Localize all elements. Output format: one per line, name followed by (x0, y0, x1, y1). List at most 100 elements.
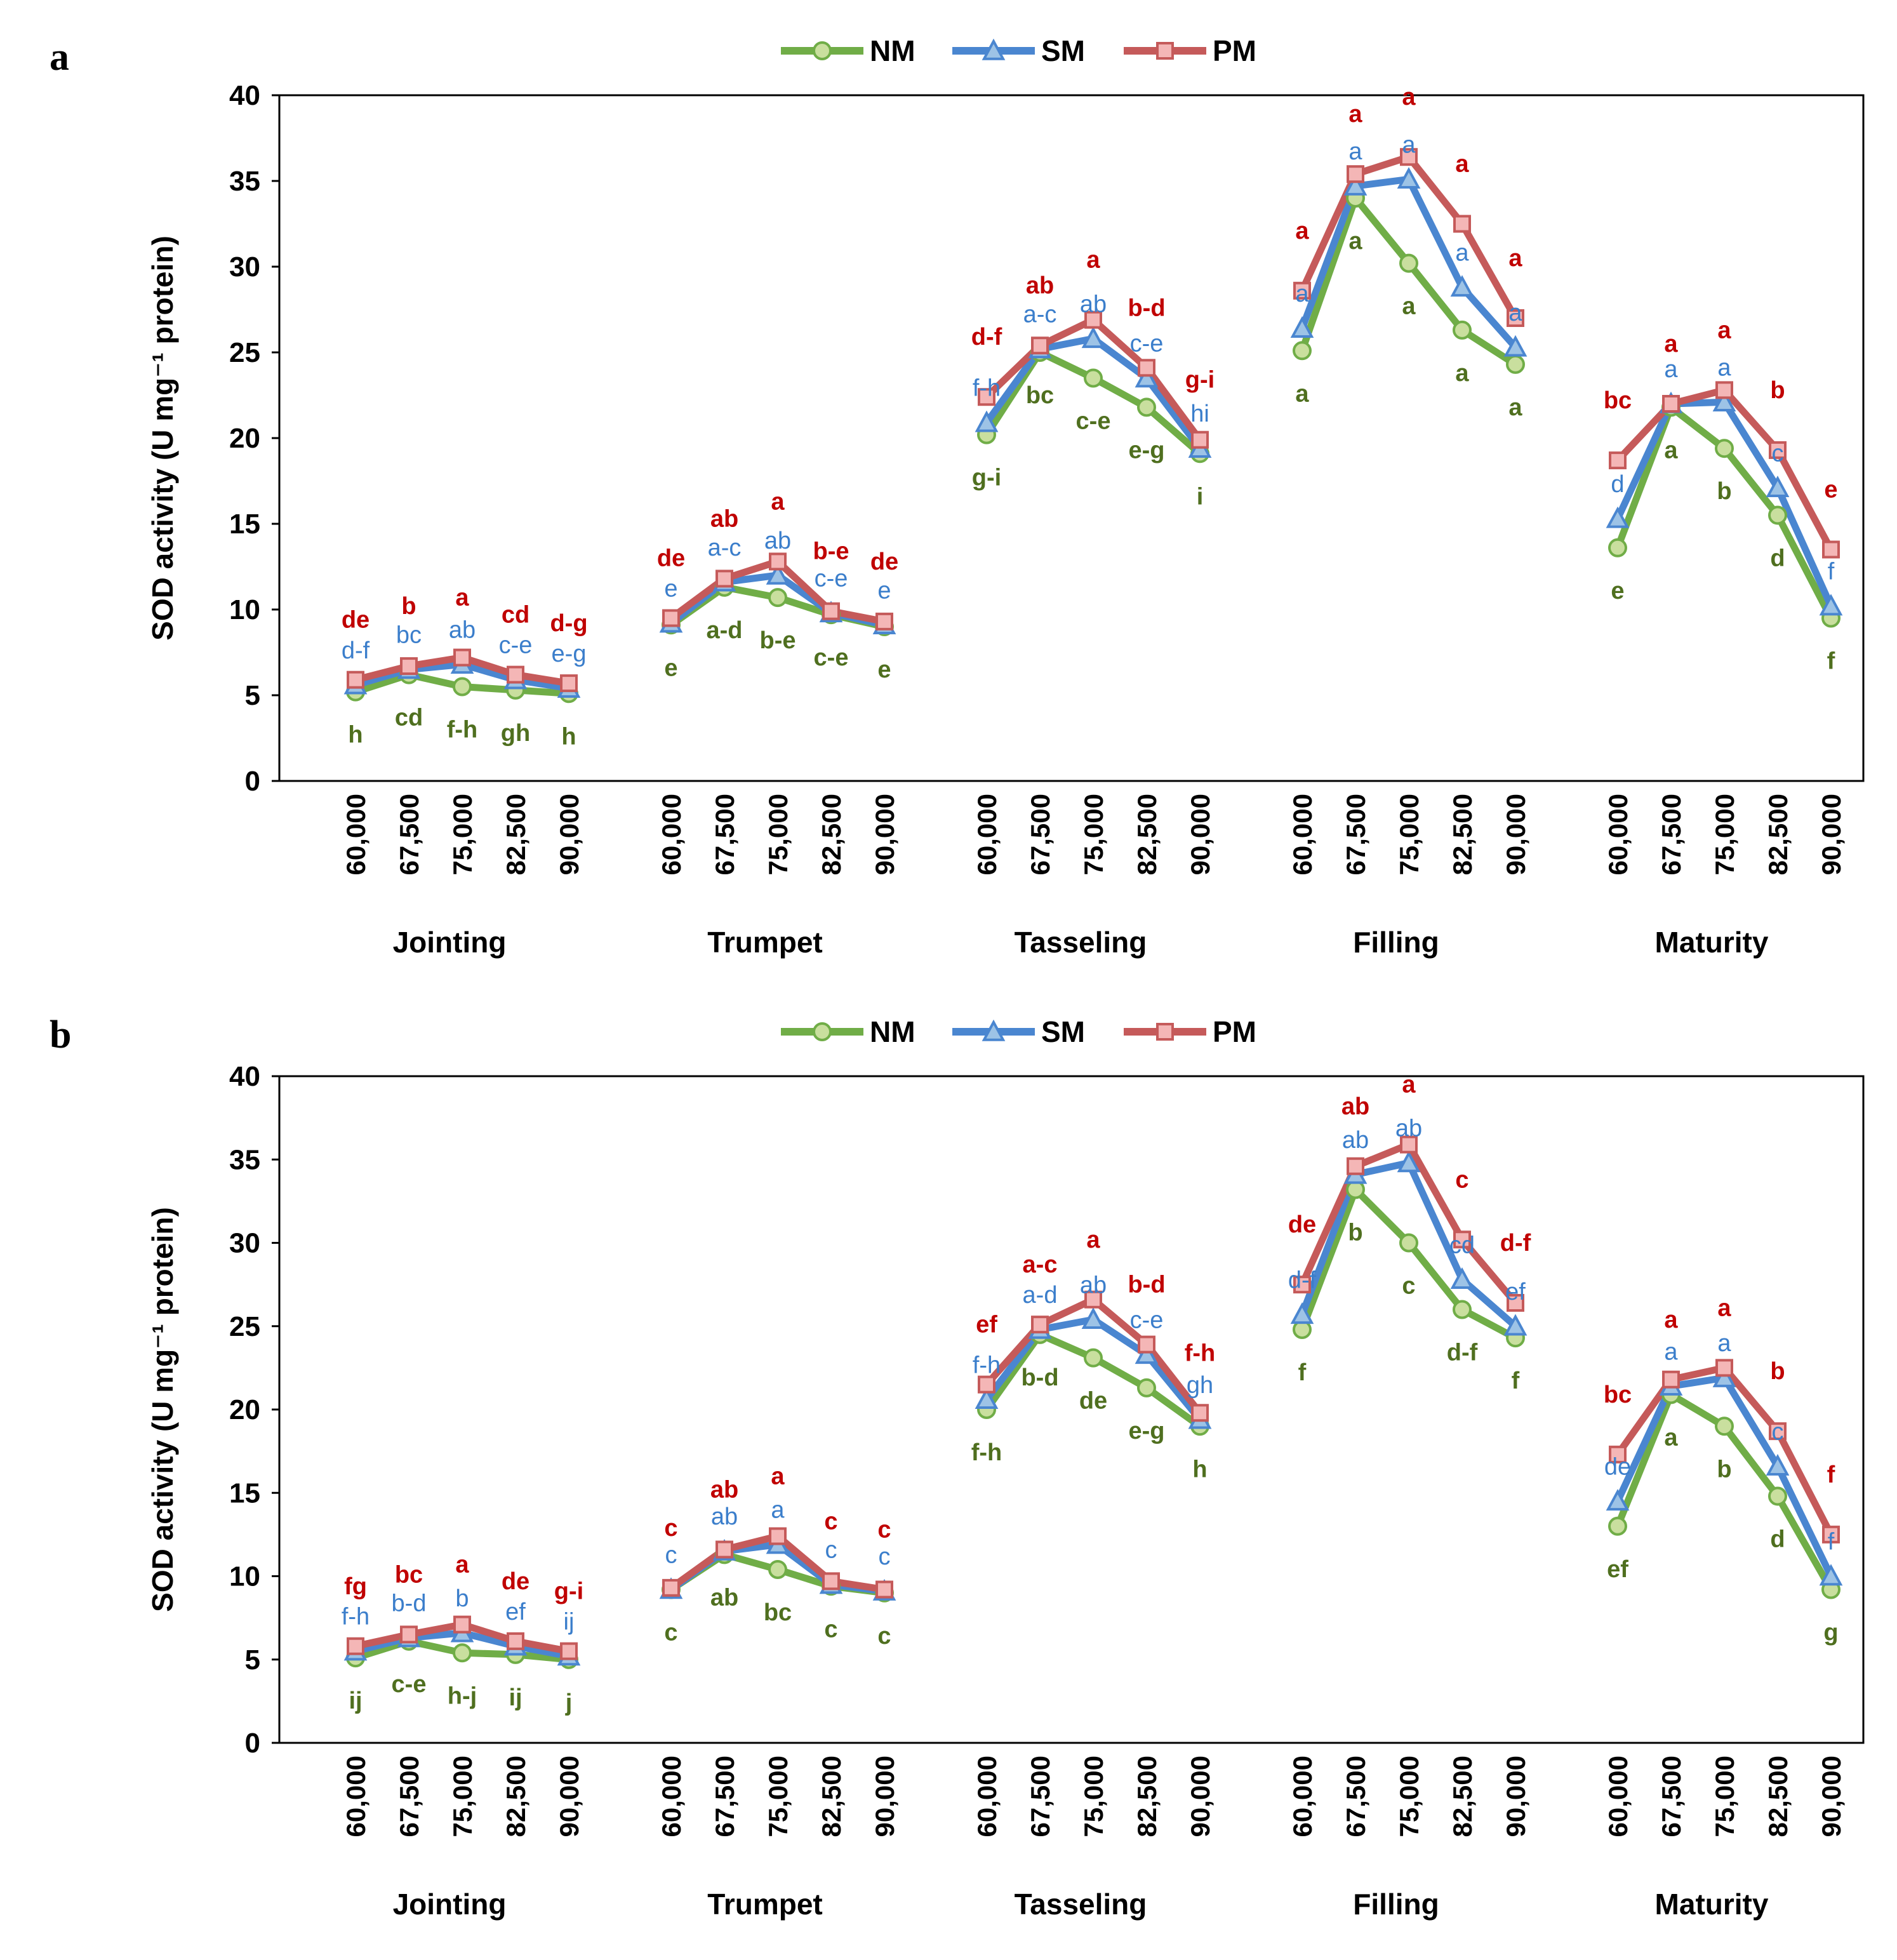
x-tick-label: 60,000 (972, 1756, 1002, 1837)
significance-letter-nm: c (664, 1620, 677, 1646)
data-point-sm (975, 1387, 999, 1409)
data-point-pm (1400, 1135, 1418, 1154)
significance-letter-pm: bc (395, 1561, 423, 1588)
data-point-pm (769, 552, 787, 571)
x-tick-label: 67,500 (1341, 794, 1371, 875)
y-axis-label: SOD activity (U mg⁻¹ protein) (146, 1207, 179, 1612)
significance-letter-pm: a (1664, 1307, 1678, 1333)
significance-letter-sm: gh (1187, 1372, 1213, 1399)
x-tick-label: 82,500 (1763, 1756, 1793, 1837)
data-point-pm (1347, 1157, 1364, 1175)
significance-letter-nm: h-j (448, 1683, 477, 1709)
significance-letter-pm: a (455, 1552, 469, 1578)
data-point-pm (400, 1625, 418, 1644)
x-tick-label: 90,000 (1185, 1756, 1215, 1837)
significance-letter-pm: f-h (1185, 1340, 1216, 1366)
x-tick-label: 90,000 (1185, 794, 1215, 875)
significance-letter-pm: a (1402, 1072, 1416, 1098)
significance-letter-nm: ij (349, 1688, 362, 1714)
stage-label: Maturity (1655, 1888, 1769, 1921)
significance-letter-sm: c (1772, 440, 1784, 467)
x-tick-label: 82,500 (1132, 1756, 1162, 1837)
y-tick-label: 25 (229, 337, 260, 368)
x-tick-label: 67,500 (710, 794, 740, 875)
x-tick-label: 75,000 (763, 794, 793, 875)
significance-letter-sm: ab (449, 617, 476, 643)
significance-letter-pm: de (1288, 1211, 1316, 1238)
data-point-sm (1819, 594, 1843, 616)
significance-letter-nm: e-g (1129, 437, 1165, 463)
y-tick-label: 15 (229, 509, 260, 540)
significance-letter-sm: c-e (1130, 331, 1164, 357)
significance-letter-nm: a-d (707, 617, 743, 644)
legend-label-pm: PM (1213, 34, 1256, 67)
significance-letter-pm: c (877, 1517, 891, 1543)
significance-letter-nm: a (1295, 380, 1309, 407)
stage-label: Filling (1353, 1888, 1439, 1921)
significance-letter-nm: h (348, 722, 363, 749)
significance-letter-nm: b-e (760, 627, 796, 654)
data-point-pm (1822, 1525, 1840, 1543)
data-point-sm (1606, 506, 1630, 528)
data-point-sm (1450, 1267, 1474, 1289)
x-tick-label: 60,000 (341, 1756, 371, 1837)
y-tick-label: 35 (229, 166, 260, 197)
data-point-nm (1399, 1233, 1418, 1253)
x-tick-label: 60,000 (341, 794, 371, 875)
y-tick-label: 40 (229, 1061, 260, 1092)
significance-letter-nm: a (1402, 293, 1416, 320)
significance-letter-pm: a (1717, 1295, 1731, 1321)
x-tick-label: 75,000 (448, 794, 477, 875)
data-point-pm (1822, 540, 1840, 559)
data-point-pm (875, 1580, 893, 1599)
x-tick-label: 90,000 (554, 1756, 584, 1837)
significance-letter-sm: f-h (342, 1604, 369, 1630)
significance-letter-sm: f (1828, 1529, 1835, 1556)
significance-letter-nm: g (1823, 1620, 1838, 1646)
stage-label: Trumpet (707, 1888, 822, 1921)
data-point-pm (822, 602, 840, 620)
panel-letter: a (50, 36, 69, 79)
data-point-pm (978, 388, 995, 406)
data-point-sm (1712, 390, 1736, 412)
significance-letter-pm: g-i (554, 1578, 583, 1605)
significance-letter-sm: a-c (1023, 302, 1057, 328)
significance-letter-sm: d-f (1288, 1267, 1317, 1293)
data-point-nm (1137, 397, 1156, 417)
x-tick-label: 67,500 (1341, 1756, 1371, 1837)
significance-letter-pm: ab (1026, 272, 1054, 299)
significance-letter-pm: a (1295, 218, 1309, 244)
y-tick-label: 15 (229, 1477, 260, 1509)
data-point-sm (975, 410, 999, 432)
significance-letter-sm: f-h (973, 1352, 1001, 1378)
legend-marker-sm (982, 1019, 1006, 1041)
significance-letter-nm: f (1512, 1368, 1520, 1394)
data-point-pm (822, 1572, 840, 1590)
data-point-pm (1769, 441, 1787, 459)
significance-letter-pm: de (657, 545, 685, 572)
x-tick-label: 75,000 (1394, 794, 1424, 875)
x-tick-label: 67,500 (710, 1756, 740, 1837)
y-tick-label: 20 (229, 423, 260, 454)
significance-letter-nm: f-h (971, 1439, 1002, 1466)
data-point-nm (1453, 1300, 1472, 1319)
data-point-sm (1712, 1365, 1736, 1387)
significance-letter-nm: b (1348, 1220, 1362, 1246)
legend-marker-nm (813, 41, 832, 60)
significance-letter-sm: f-h (973, 375, 1001, 402)
y-tick-label: 0 (245, 766, 260, 797)
data-point-pm (1084, 310, 1102, 329)
data-point-nm (1768, 505, 1787, 525)
data-point-nm (1453, 320, 1472, 340)
significance-letter-sm: d (1611, 471, 1624, 498)
y-tick-label: 5 (245, 1644, 260, 1676)
significance-letter-nm: a (1348, 228, 1362, 255)
data-point-pm (400, 657, 418, 676)
data-point-pm (1453, 1230, 1471, 1249)
x-tick-label: 82,500 (501, 794, 531, 875)
y-tick-label: 40 (229, 80, 260, 111)
x-tick-label: 75,000 (763, 1756, 793, 1837)
significance-letter-pm: de (870, 549, 898, 575)
y-tick-label: 10 (229, 594, 260, 625)
significance-letter-sm: b (455, 1585, 469, 1612)
